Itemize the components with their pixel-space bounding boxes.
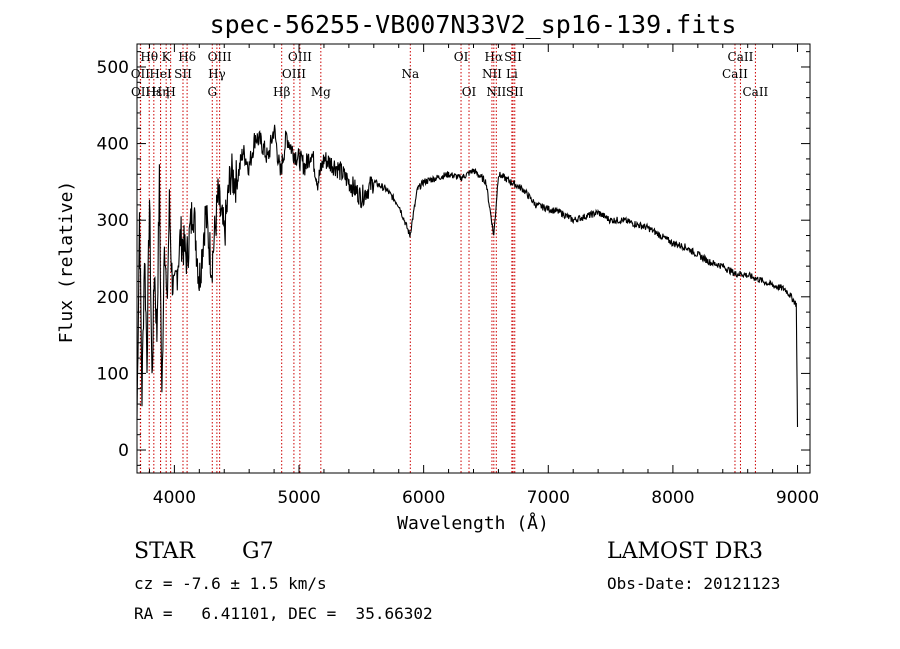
- x-tick-label: 5000: [277, 488, 320, 508]
- x-tick-label: 9000: [776, 488, 819, 508]
- x-tick-label: 7000: [527, 488, 570, 508]
- line-label-26: CaII: [728, 50, 754, 64]
- line-label-1: OII: [131, 67, 151, 81]
- line-label-24: Li: [506, 67, 518, 81]
- line-label-28: CaII: [742, 85, 768, 99]
- y-tick-label: 100: [97, 364, 129, 384]
- line-label-22: NII: [486, 85, 506, 99]
- line-label-15: OIII: [282, 67, 306, 81]
- x-axis-label: Wavelength (Å): [397, 512, 549, 534]
- x-tick-label: 8000: [651, 488, 694, 508]
- sky-coordinates: RA = 6.41101, DEC = 35.66302: [134, 604, 433, 623]
- y-tick-label: 200: [97, 288, 129, 308]
- line-label-16: Mg: [311, 85, 331, 99]
- line-label-2: OII: [131, 85, 151, 99]
- plot-frame: [136, 43, 811, 474]
- y-tick-label: 300: [97, 211, 129, 231]
- y-axis-label: Flux (relative): [56, 181, 77, 344]
- spectrum-line: [136, 124, 799, 428]
- line-label-14: OIII: [288, 50, 312, 64]
- axis-ticks: 4000 5000 6000 7000 8000 9000 0 100 200 300 400 500: [97, 44, 819, 508]
- line-label-21: NII: [482, 67, 502, 81]
- object-subclass: G7: [242, 539, 274, 564]
- line-label-0: Hθ: [140, 50, 158, 64]
- line-label-25: SII: [506, 85, 524, 99]
- line-label-23: SII: [504, 50, 522, 64]
- line-label-12: G: [207, 85, 217, 99]
- y-tick-label: 400: [97, 135, 129, 155]
- line-label-18: OI: [454, 50, 469, 64]
- line-label-4: K: [162, 50, 172, 64]
- line-label-13: Hβ: [273, 85, 290, 99]
- line-label-7: Hη: [152, 85, 170, 99]
- line-label-19: OI: [462, 85, 477, 99]
- x-tick-label: 6000: [402, 488, 445, 508]
- object-class: STAR: [134, 539, 195, 564]
- line-label-6: H: [165, 85, 175, 99]
- observation-date: Obs-Date: 20121123: [607, 574, 781, 593]
- line-label-27: CaII: [722, 67, 748, 81]
- spectrum-series: [136, 124, 799, 428]
- line-label-9: SII: [174, 67, 192, 81]
- y-tick-label: 0: [118, 441, 129, 461]
- redshift-velocity: cz = -7.6 ± 1.5 km/s: [134, 574, 327, 593]
- line-label-3: Hε: [145, 85, 162, 99]
- line-label-8: Hδ: [178, 50, 196, 64]
- chart-title: spec-56255-VB007N33V2_sp16-139.fits: [210, 10, 737, 39]
- y-tick-label: 500: [97, 58, 129, 78]
- line-label-10: OIII: [208, 50, 232, 64]
- line-label-17: Na: [401, 67, 419, 81]
- x-tick-label: 4000: [153, 488, 196, 508]
- spectrum-chart: spec-56255-VB007N33V2_sp16-139.fits Hθ OI…: [56, 10, 819, 534]
- survey-name: LAMOST DR3: [607, 539, 763, 564]
- line-label-11: Hγ: [208, 67, 226, 81]
- line-label-5: HeI: [149, 67, 172, 81]
- line-label-20: Hα: [485, 50, 504, 64]
